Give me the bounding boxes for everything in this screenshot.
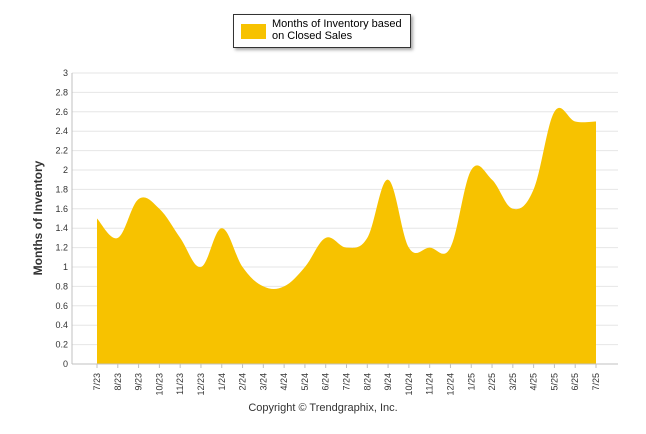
y-tick-label: 2.6: [55, 107, 68, 117]
area-series: [97, 107, 596, 365]
x-tick-label: 11/24: [425, 373, 435, 395]
x-tick-label: 7/24: [342, 373, 352, 391]
copyright-text: Copyright © Trendgraphix, Inc.: [248, 402, 398, 414]
x-tick-label: 12/24: [445, 373, 455, 396]
y-tick-label: 1.8: [55, 184, 68, 194]
y-tick-label: 3: [63, 68, 68, 78]
x-tick-labels: 7/23 8/23 9/23 10/23 11/23 12/23 1/24 2/24 3/24 4…: [92, 364, 601, 396]
x-tick-label: 4/24: [279, 373, 289, 391]
x-tick-label: 2/25: [487, 373, 497, 391]
x-tick-label: 8/23: [113, 373, 123, 391]
y-tick-label: 0.6: [55, 301, 68, 311]
y-axis-label: Months of Inventory: [31, 160, 45, 275]
x-tick-label: 7/23: [92, 373, 102, 391]
x-tick-label: 8/24: [362, 373, 372, 391]
x-tick-label: 5/25: [549, 373, 559, 391]
area-series-path: [97, 107, 596, 365]
y-tick-label: 0.2: [55, 340, 68, 350]
y-tick-label: 1.6: [55, 204, 68, 214]
legend-swatch: [241, 24, 266, 39]
y-tick-label: 0.4: [55, 320, 68, 330]
x-tick-label: 6/25: [570, 373, 580, 391]
y-tick-label: 2: [63, 165, 68, 175]
x-tick-label: 5/24: [300, 373, 310, 391]
x-tick-label: 11/23: [175, 373, 185, 395]
x-tick-label: 7/25: [591, 373, 601, 391]
x-tick-label: 1/24: [217, 373, 227, 391]
axes: [71, 73, 618, 365]
x-tick-label: 1/25: [466, 373, 476, 391]
legend: Months of Inventory based on Closed Sale…: [233, 14, 411, 48]
y-tick-label: 0.8: [55, 281, 68, 291]
y-tick-labels: 0 0.2 0.4 0.6 0.8 1 1.2 1.4 1.6 1.8 2 2.2 2.4 2.6 2.8 3: [55, 68, 68, 369]
y-tick-label: 0: [63, 359, 68, 369]
x-tick-label: 9/24: [383, 373, 393, 391]
x-tick-label: 9/23: [134, 373, 144, 391]
y-tick-label: 2.8: [55, 87, 68, 97]
y-tick-label: 1.4: [55, 223, 68, 233]
x-tick-label: 12/23: [196, 373, 206, 396]
x-tick-label: 3/24: [258, 373, 268, 391]
y-tick-label: 2.4: [55, 126, 68, 136]
y-tick-label: 1: [63, 262, 68, 272]
x-tick-label: 3/25: [508, 373, 518, 391]
x-tick-label: 10/23: [154, 373, 164, 396]
x-tick-label: 4/25: [529, 373, 539, 391]
y-tick-label: 1.2: [55, 243, 68, 253]
y-tick-label: 2.2: [55, 146, 68, 156]
x-tick-label: 10/24: [404, 373, 414, 396]
x-tick-label: 2/24: [238, 373, 248, 391]
legend-label: Months of Inventory based on Closed Sale…: [272, 18, 402, 42]
x-tick-label: 6/24: [321, 373, 331, 391]
